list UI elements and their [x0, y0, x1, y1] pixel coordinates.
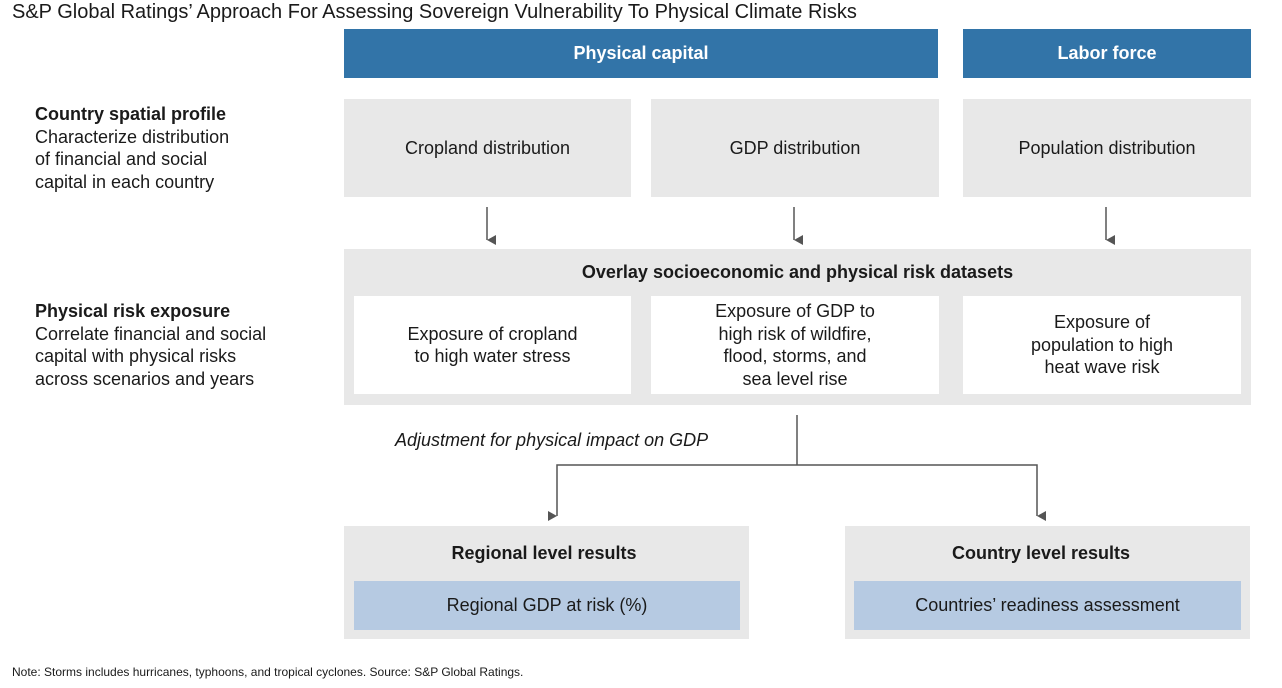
result-item: Countries’ readiness assessment	[854, 581, 1241, 630]
text-line: sea level rise	[742, 368, 848, 389]
note: Note: Storms includes hurricanes, typhoo…	[12, 665, 524, 679]
text-line: heat wave risk	[1044, 357, 1160, 378]
row-label-line: capital with physical risks	[35, 346, 237, 366]
row-label-title: Country spatial profile	[35, 104, 227, 124]
row-label: Country spatial profile Characterize dis…	[35, 103, 229, 193]
overlay-box: Exposure of GDP to high risk of wildfire…	[651, 296, 939, 394]
result-title: Regional level results	[451, 543, 637, 563]
header: Labor force	[963, 29, 1251, 78]
overlay-box: Exposure of cropland to high water stres…	[354, 296, 631, 394]
adjustment-label: Adjustment for physical impact on GDP	[395, 430, 709, 450]
text-line: Exposure of	[1053, 312, 1151, 333]
row-label-line: Characterize distribution	[35, 126, 230, 147]
text-line: Exposure of cropland	[407, 323, 578, 344]
profile-box: GDP distribution	[651, 99, 939, 197]
row-label-line: capital in each country	[35, 171, 215, 192]
profile-box: Cropland distribution	[344, 99, 631, 197]
result-title: Country level results	[951, 543, 1131, 563]
text-line: Exposure of GDP to	[715, 301, 875, 321]
row-label-line: across scenarios and years	[35, 368, 255, 389]
profile-box: Population distribution	[963, 99, 1251, 197]
row-label-line: Correlate financial and social	[35, 323, 267, 344]
result-item: Regional GDP at risk (%)	[354, 581, 740, 630]
overlay-box: Exposure of population to high heat wave…	[963, 296, 1241, 394]
header: Physical capital	[344, 29, 938, 78]
row-label: Physical risk exposure Correlate financi…	[35, 300, 266, 390]
text-line: flood, storms, and	[723, 346, 867, 366]
text-line: population to high	[1030, 334, 1174, 355]
overlay-title: Overlay socioeconomic and physical risk …	[581, 262, 1014, 282]
row-label-line: of financial and social	[35, 149, 208, 169]
row-label-title: Physical risk exposure	[35, 301, 231, 321]
connector	[548, 464, 1046, 521]
text-line: high risk of wildfire,	[718, 323, 872, 344]
title: S&P Global Ratings’ Approach For Assessi…	[12, 1, 857, 23]
text-line: to high water stress	[414, 346, 571, 366]
